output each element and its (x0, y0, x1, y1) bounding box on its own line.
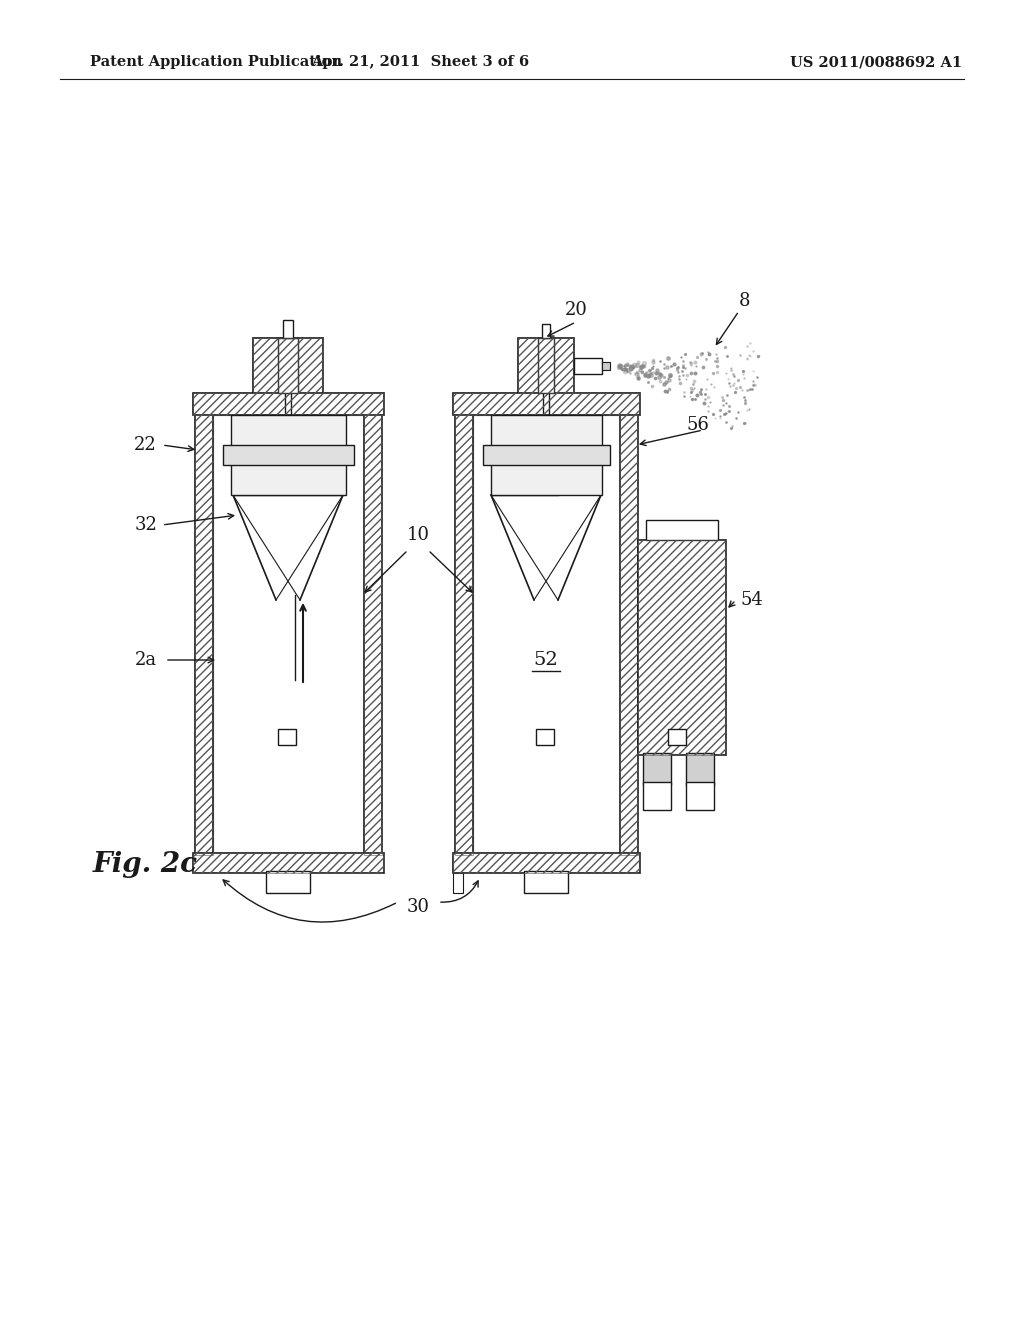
Bar (455, 414, 473, 855)
Bar (193, 853, 384, 873)
Bar (646, 520, 718, 540)
Bar (453, 393, 640, 414)
Bar (518, 338, 574, 393)
Bar (453, 853, 640, 873)
Bar (620, 414, 638, 855)
Bar (686, 752, 714, 785)
Text: US 2011/0088692 A1: US 2011/0088692 A1 (790, 55, 963, 69)
Text: 52: 52 (534, 651, 558, 669)
Bar (193, 393, 384, 414)
Bar (524, 871, 568, 894)
Bar (195, 414, 213, 855)
Bar (518, 338, 574, 393)
Bar (455, 414, 473, 855)
Bar (638, 540, 726, 755)
Bar (195, 414, 213, 855)
Bar (643, 781, 671, 810)
Bar (542, 323, 550, 338)
Bar (643, 752, 671, 785)
Bar (638, 540, 726, 755)
Bar (453, 873, 463, 894)
Bar (483, 445, 610, 465)
Bar (536, 729, 554, 744)
Bar (490, 414, 602, 495)
Text: Patent Application Publication: Patent Application Publication (90, 55, 342, 69)
Bar (283, 319, 293, 338)
Bar (686, 781, 714, 810)
Bar (453, 853, 640, 873)
Bar (213, 414, 364, 855)
Text: 56: 56 (686, 416, 709, 434)
Text: Fig. 2c: Fig. 2c (92, 851, 198, 878)
Bar (231, 414, 346, 495)
Bar (364, 414, 382, 855)
Text: 20: 20 (564, 301, 588, 319)
Bar (453, 393, 640, 414)
Bar (473, 414, 620, 855)
Bar (668, 729, 686, 744)
Bar (223, 445, 354, 465)
Text: 10: 10 (407, 525, 429, 544)
Bar (364, 414, 382, 855)
Text: 32: 32 (134, 516, 157, 535)
Bar (278, 338, 298, 393)
Bar (193, 393, 384, 414)
Text: Apr. 21, 2011  Sheet 3 of 6: Apr. 21, 2011 Sheet 3 of 6 (311, 55, 529, 69)
Bar (266, 871, 310, 894)
Bar (538, 338, 554, 393)
Bar (538, 338, 554, 393)
Text: 22: 22 (134, 436, 157, 454)
Bar (278, 729, 296, 744)
Bar (574, 358, 602, 374)
Text: 8: 8 (738, 292, 750, 310)
Bar (253, 338, 323, 393)
Text: 54: 54 (741, 591, 764, 609)
Text: 2a: 2a (135, 651, 157, 669)
Bar (278, 338, 298, 393)
Bar (193, 853, 384, 873)
Bar (253, 338, 323, 393)
Text: 30: 30 (407, 898, 429, 916)
Bar (602, 362, 610, 370)
Bar (620, 414, 638, 855)
